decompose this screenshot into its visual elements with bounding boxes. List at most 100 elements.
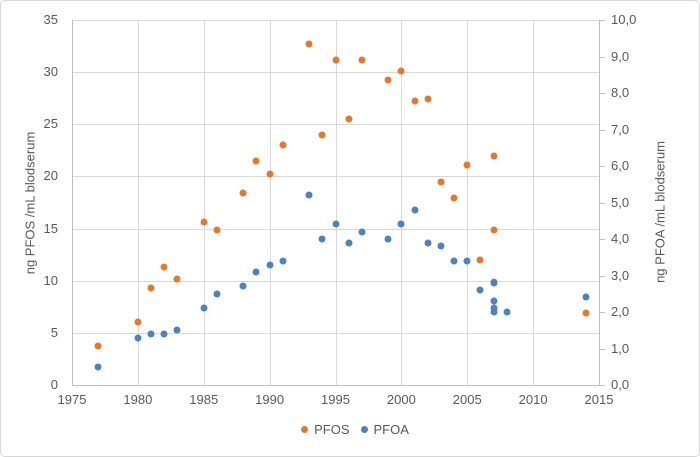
bottom-axis-line: [72, 385, 600, 386]
vertical-gridline: [467, 20, 469, 385]
data-point-pfoa: [147, 330, 155, 338]
left-tick-label: 20: [43, 168, 58, 184]
horizontal-gridline: [72, 176, 599, 178]
data-point-pfos: [160, 263, 168, 271]
right-tick-label: 10,0: [611, 12, 637, 27]
data-point-pfos: [94, 342, 102, 350]
data-point-pfoa: [345, 239, 353, 247]
right-tick-label: 2,0: [611, 304, 630, 319]
vertical-gridline: [137, 20, 139, 385]
legend-item-pfos: PFOS: [301, 422, 350, 437]
data-point-pfoa: [397, 220, 405, 228]
legend: PFOS PFOA: [1, 422, 699, 437]
x-tick-label: 2015: [584, 392, 614, 407]
right-axis-tick: [600, 20, 605, 21]
horizontal-gridline: [72, 228, 599, 230]
data-point-pfoa: [318, 235, 326, 243]
horizontal-gridline: [72, 72, 599, 74]
data-point-pfoa: [94, 363, 102, 371]
vertical-gridline: [335, 20, 337, 385]
data-point-pfoa: [305, 191, 313, 199]
right-axis-tick: [600, 239, 605, 240]
x-tick-label: 2010: [518, 392, 548, 407]
data-point-pfos: [490, 152, 498, 160]
left-tick-label: 0: [50, 377, 58, 392]
horizontal-gridline: [72, 124, 599, 126]
right-tick-label: 8,0: [611, 85, 630, 100]
right-axis-tick: [600, 275, 605, 277]
data-point-pfoa: [503, 308, 511, 316]
data-point-pfoa: [252, 268, 260, 276]
data-point-pfoa: [173, 326, 181, 334]
data-point-pfoa: [411, 206, 419, 214]
pfoa-marker-icon: [360, 426, 368, 433]
right-tick-label: 7,0: [611, 121, 630, 137]
data-point-pfos: [424, 95, 432, 103]
right-tick-label: 4,0: [611, 231, 630, 246]
right-tick-label: 1,0: [611, 340, 630, 356]
x-tick-label: 1995: [321, 392, 350, 407]
data-point-pfoa: [160, 330, 168, 338]
right-axis-tick: [600, 385, 605, 386]
vertical-gridline: [401, 20, 403, 385]
left-tick-label: 5: [50, 324, 58, 340]
legend-label-pfoa: PFOA: [373, 422, 409, 437]
data-point-pfoa: [200, 304, 208, 312]
horizontal-gridline: [72, 280, 599, 282]
data-point-pfoa: [463, 257, 471, 265]
right-axis-tick: [600, 202, 605, 204]
data-point-pfos: [239, 189, 247, 197]
data-point-pfoa: [582, 293, 590, 301]
right-tick-label: 5,0: [611, 194, 630, 210]
data-point-pfos: [318, 131, 326, 139]
data-point-pfoa: [213, 290, 221, 298]
data-point-pfoa: [490, 304, 498, 312]
right-axis-tick: [600, 129, 605, 131]
right-axis-title: ng PFOA /mL blodserum: [652, 141, 668, 283]
right-axis-tick: [600, 348, 605, 350]
right-axis-tick: [600, 312, 605, 313]
data-point-pfoa: [490, 297, 498, 305]
data-point-pfoa: [134, 334, 142, 342]
vertical-gridline: [533, 20, 535, 385]
data-point-pfoa: [266, 261, 274, 269]
data-point-pfoa: [424, 239, 432, 247]
x-tick-label: 2000: [386, 392, 416, 407]
data-point-pfos: [279, 141, 287, 149]
left-axis-title: ng PFOS /mL blodserum: [22, 131, 38, 275]
data-point-pfoa: [279, 257, 287, 265]
horizontal-gridline: [72, 332, 599, 334]
data-point-pfoa: [476, 286, 484, 294]
right-tick-label: 6,0: [611, 158, 630, 173]
x-tick-label: 1980: [123, 392, 153, 407]
x-tick-label: 1975: [57, 392, 87, 407]
right-axis-line: [599, 20, 600, 386]
horizontal-gridline: [72, 20, 599, 21]
left-axis-line: [72, 20, 73, 386]
data-point-pfos: [397, 67, 405, 75]
data-point-pfos: [358, 56, 366, 64]
data-point-pfos: [305, 40, 313, 48]
data-point-pfos: [384, 76, 392, 84]
left-tick-label: 25: [43, 116, 58, 132]
data-point-pfos: [450, 194, 458, 202]
legend-item-pfoa: PFOA: [360, 422, 409, 437]
right-axis-tick: [600, 166, 605, 167]
data-point-pfoa: [384, 235, 392, 243]
data-point-pfoa: [490, 308, 498, 316]
x-tick-label: 2005: [452, 392, 482, 407]
data-point-pfos: [463, 161, 471, 169]
data-point-pfoa: [450, 257, 458, 265]
data-point-pfos: [476, 256, 484, 264]
left-tick-label: 15: [43, 220, 58, 236]
data-point-pfoa: [332, 220, 339, 228]
data-point-pfos: [345, 115, 353, 123]
data-point-pfos: [582, 309, 590, 317]
data-point-pfos: [437, 178, 445, 186]
legend-label-pfos: PFOS: [314, 422, 350, 437]
right-tick-label: 9,0: [611, 48, 630, 64]
data-point-pfoa: [358, 228, 366, 236]
data-point-pfoa: [437, 242, 445, 250]
data-point-pfoa: [490, 279, 498, 287]
data-point-pfos: [266, 170, 274, 178]
